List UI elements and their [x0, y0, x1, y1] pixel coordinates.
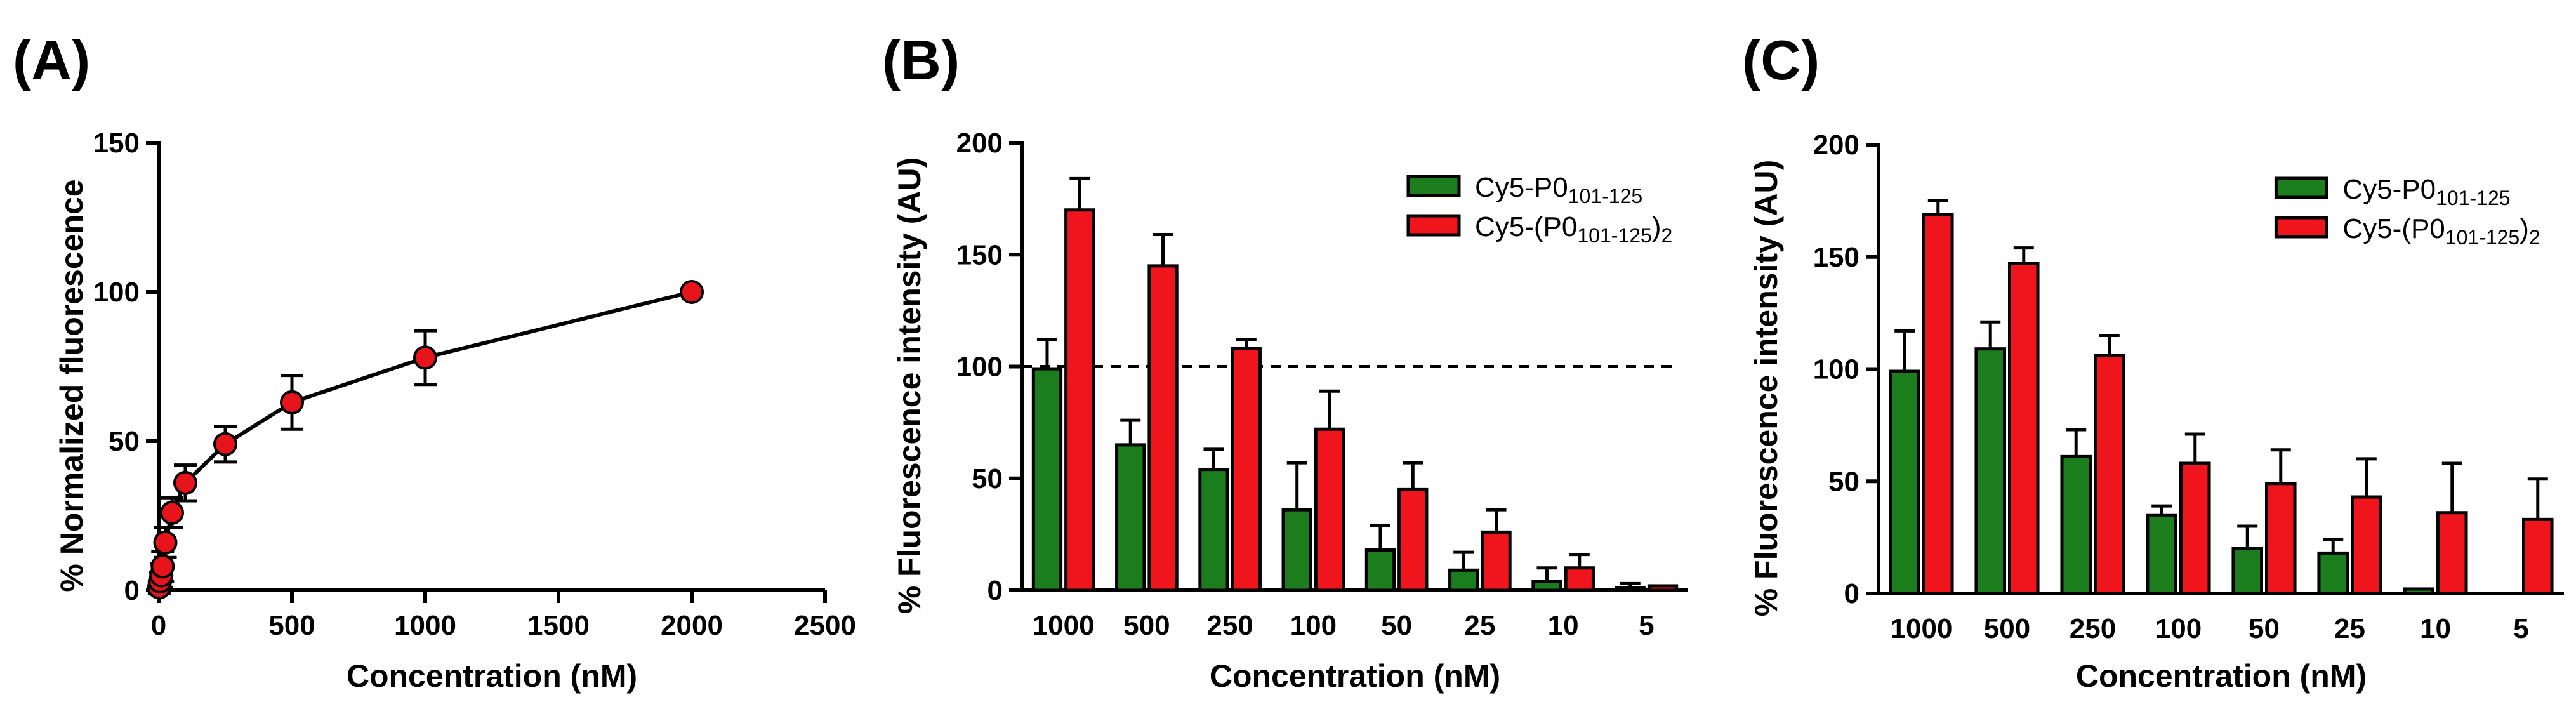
y-tick-label: 50 [1828, 466, 1859, 497]
bar [2179, 461, 2211, 595]
bar [1974, 347, 2006, 595]
x-tick-label: 1000 [1033, 610, 1095, 641]
x-tick-label: 1000 [1891, 613, 1953, 644]
bar [1147, 264, 1179, 592]
legend-label: Cy5-(P0101-125)2 [1475, 211, 1672, 247]
data-point [413, 345, 437, 370]
bar [1922, 213, 1954, 595]
y-axis-title: % Fluorescence intensity (AU) [1748, 160, 1784, 617]
y-tick-label: 150 [1813, 242, 1859, 273]
x-tick-label: 25 [2334, 613, 2365, 644]
legend-label: Cy5-P0101-125 [1475, 172, 1642, 208]
x-tick-label: 50 [1381, 610, 1412, 641]
y-tick-label: 0 [124, 575, 140, 606]
data-point [280, 390, 304, 414]
bar [1564, 566, 1595, 592]
legend-swatch [2274, 216, 2328, 239]
x-tick-label: 10 [1548, 610, 1579, 641]
bar [2317, 551, 2349, 595]
bar [2522, 517, 2554, 595]
bar [2146, 513, 2177, 595]
bar [1448, 568, 1479, 592]
x-tick-label: 0 [151, 610, 166, 641]
y-tick-label: 50 [972, 463, 1003, 494]
y-axis-title: % Fluorescence intensity (AU) [892, 157, 927, 614]
x-tick-label: 5 [1639, 610, 1654, 641]
legend-swatch [1406, 175, 1461, 197]
bar [1647, 584, 1679, 592]
x-tick-label: 1500 [527, 610, 590, 641]
x-tick-label: 250 [2070, 613, 2116, 644]
legend-label: Cy5-P0101-125 [2342, 174, 2510, 209]
x-tick-label: 250 [1206, 610, 1253, 641]
y-tick-label: 0 [1844, 578, 1859, 609]
x-tick-label: 5 [2513, 613, 2528, 644]
bar [1281, 508, 1312, 592]
y-tick-label: 50 [109, 426, 140, 457]
y-tick-label: 100 [1813, 354, 1859, 385]
bar [1031, 367, 1063, 592]
bar [1064, 208, 1095, 592]
bar [1531, 580, 1562, 592]
x-tick-label: 500 [1123, 610, 1170, 641]
x-tick-label: 1000 [394, 610, 456, 641]
bar [1231, 347, 1262, 592]
x-axis-title: Concentration (nM) [2076, 658, 2367, 694]
y-tick-label: 200 [956, 128, 1003, 159]
data-point [153, 530, 178, 555]
data-point [213, 432, 237, 456]
x-axis-title: Concentration (nM) [1210, 658, 1500, 694]
x-tick-label: 100 [2155, 613, 2202, 644]
bar [2436, 511, 2468, 595]
bar [2351, 495, 2382, 595]
y-tick-label: 200 [1813, 129, 1859, 161]
data-point [150, 554, 175, 579]
bar [1889, 369, 1920, 595]
x-tick-label: 500 [1984, 613, 2030, 644]
bar [1314, 427, 1345, 592]
bar [1481, 530, 1512, 592]
bar [1364, 548, 1396, 592]
bar [1115, 443, 1146, 592]
y-axis-title: % Normalized fluorescence [54, 179, 89, 592]
x-tick-label: 2000 [661, 610, 723, 641]
bar [1198, 468, 1229, 592]
data-point [173, 470, 197, 495]
bar [1397, 487, 1429, 592]
x-tick-label: 25 [1464, 610, 1495, 641]
data-point [160, 500, 184, 525]
legend-swatch [2274, 176, 2328, 199]
y-tick-label: 100 [93, 277, 140, 308]
bar [2265, 482, 2297, 595]
legend-swatch [1406, 214, 1461, 237]
x-tick-label: 50 [2249, 613, 2280, 644]
bar [2403, 587, 2434, 595]
bar [2231, 547, 2263, 595]
y-tick-label: 150 [93, 128, 140, 159]
x-axis-title: Concentration (nM) [347, 658, 637, 694]
data-point [680, 280, 704, 304]
bar [2060, 454, 2092, 595]
panel-label: (C) [1742, 29, 1820, 91]
bar [2094, 354, 2125, 595]
chart-panel-3: (C) 0 50 100 150 200 % Fluorescence intensity … [1742, 29, 2564, 694]
x-tick-label: 2500 [794, 610, 856, 641]
y-tick-label: 150 [956, 239, 1003, 270]
panel-label: (B) [882, 29, 960, 91]
bar [2008, 262, 2040, 595]
x-tick-label: 100 [1290, 610, 1337, 641]
chart-panel-2: (B) 0 50 100 150 200 % Fluorescence intensity … [882, 29, 1688, 694]
legend-label: Cy5-(P0101-125)2 [2342, 213, 2540, 249]
y-tick-label: 0 [987, 575, 1003, 606]
panel-label: (A) [13, 29, 90, 91]
y-tick-label: 100 [956, 352, 1003, 383]
x-tick-label: 10 [2420, 613, 2451, 644]
chart-panel-1: (A) 0 50 100 150% Normalized fluorescence Con… [13, 29, 856, 694]
bar [1615, 586, 1646, 592]
x-tick-label: 500 [268, 610, 315, 641]
